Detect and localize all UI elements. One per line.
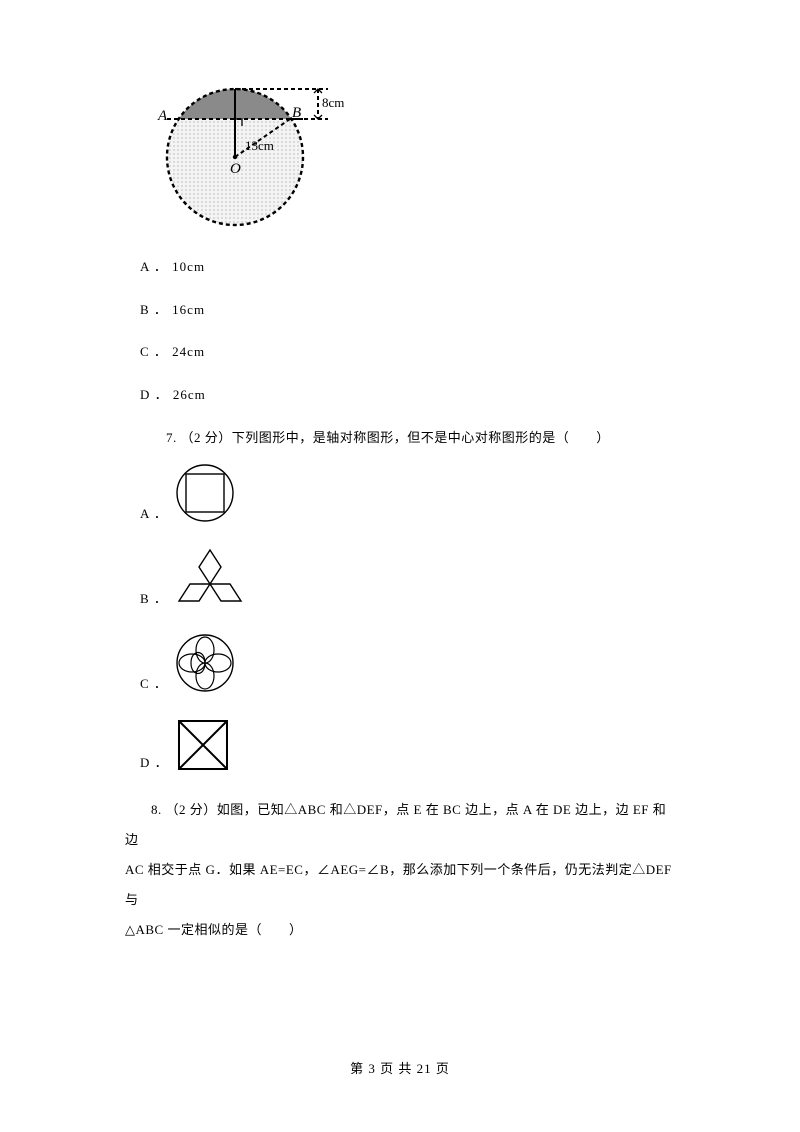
- q7-stem: 7. （2 分）下列图形中，是轴对称图形，但不是中心对称图形的是（ ）: [140, 426, 675, 451]
- page-footer: 第 3 页 共 21 页: [0, 1058, 800, 1077]
- label-8cm: 8cm: [322, 95, 344, 110]
- footer-prefix: 第: [350, 1061, 368, 1076]
- q7-option-C-label: C ．: [140, 672, 168, 703]
- q6-option-A: A ． 10cm: [140, 255, 675, 280]
- q8-stem: 8. （2 分）如图，已知△ABC 和△DEF，点 E 在 BC 边上，点 A …: [125, 795, 675, 944]
- q6-option-B: B ． 16cm: [140, 298, 675, 323]
- q7-option-B-figure: [174, 547, 246, 618]
- footer-page-total: 21: [417, 1061, 432, 1076]
- footer-suffix: 页: [432, 1061, 450, 1076]
- q7-option-B: B ．: [125, 547, 675, 618]
- label-B: B: [292, 105, 301, 121]
- q7-option-C: C ．: [125, 632, 675, 703]
- q8-line2: AC 相交于点 G．如果 AE=EC，∠AEG=∠B，那么添加下列一个条件后，仍…: [125, 862, 672, 907]
- q6-figure: A B O 8cm 13cm: [140, 60, 350, 235]
- q7-option-A: A ．: [125, 462, 675, 533]
- circle-diagram-svg: A B O 8cm 13cm: [140, 60, 350, 235]
- footer-mid: 页 共: [376, 1061, 417, 1076]
- q7-option-C-figure: [174, 632, 236, 703]
- label-A: A: [157, 108, 168, 124]
- label-O: O: [230, 161, 241, 177]
- q6-option-C: C ． 24cm: [140, 340, 675, 365]
- page-content: A B O 8cm 13cm A ． 10cm B ． 16cm C ． 24c…: [0, 0, 800, 945]
- q7-option-A-label: A ．: [140, 502, 168, 533]
- q7-option-D-figure: [175, 717, 231, 782]
- footer-page-current: 3: [368, 1061, 376, 1076]
- q7-option-D: D ．: [125, 717, 675, 782]
- q7-option-A-figure: [174, 462, 236, 533]
- q8-line3: △ABC 一定相似的是（ ）: [125, 922, 302, 937]
- q7-option-D-label: D ．: [140, 751, 169, 782]
- q6-option-D: D ． 26cm: [140, 383, 675, 408]
- label-13cm: 13cm: [245, 138, 274, 153]
- q7-option-B-label: B ．: [140, 587, 168, 618]
- q8-line1: 8. （2 分）如图，已知△ABC 和△DEF，点 E 在 BC 边上，点 A …: [125, 795, 675, 855]
